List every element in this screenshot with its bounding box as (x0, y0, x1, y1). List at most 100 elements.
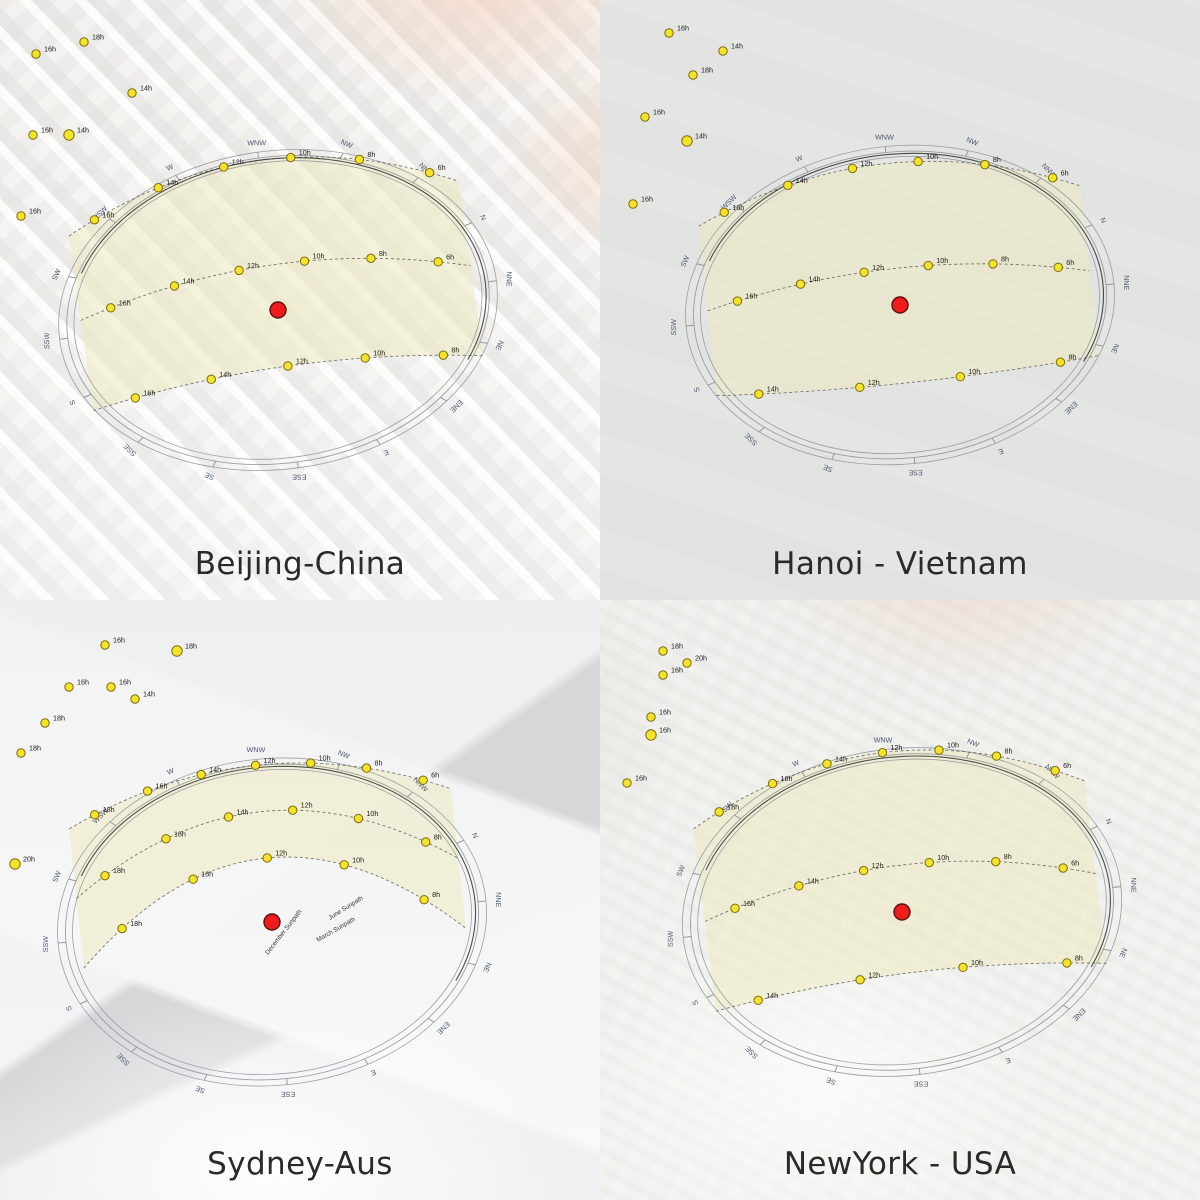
sun-position-marker[interactable] (100, 870, 110, 881)
sun-position-marker[interactable] (40, 718, 50, 728)
sun-position-marker[interactable] (16, 748, 26, 758)
sun-position-marker[interactable] (161, 834, 171, 844)
sun-position-marker[interactable] (361, 763, 372, 773)
site-location-marker[interactable] (891, 296, 909, 314)
sun-position-marker[interactable] (169, 281, 180, 291)
sun-position-marker[interactable] (262, 853, 272, 863)
sun-position-marker[interactable] (688, 70, 698, 80)
sun-position-marker[interactable] (16, 211, 26, 221)
sun-position-marker[interactable] (1058, 863, 1068, 873)
sun-position-marker[interactable] (100, 640, 110, 650)
sun-position-marker[interactable] (79, 37, 89, 47)
sun-position-marker[interactable] (106, 682, 116, 692)
sun-position-marker[interactable] (681, 135, 693, 147)
sun-position-marker[interactable] (89, 810, 100, 820)
sun-position-marker[interactable] (171, 645, 183, 657)
sun-position-marker[interactable] (1055, 357, 1066, 367)
sun-position-marker[interactable] (223, 812, 234, 822)
panel-hanoi[interactable]: N NNE NE ENE E ESE SE SSE S SSW SW WSW W WNW NW NNW 16h 1… (600, 0, 1200, 600)
sun-position-marker[interactable] (438, 350, 449, 360)
site-location-marker[interactable] (893, 903, 911, 921)
panel-beijing[interactable]: NNNENEENEEESESESSESSSWSWWSWWWNWNWNNW16h1… (0, 0, 600, 600)
sun-position-marker[interactable] (63, 129, 75, 141)
sun-position-marker[interactable] (283, 361, 293, 371)
sun-position-marker[interactable] (287, 805, 298, 815)
site-location-marker[interactable] (269, 301, 287, 319)
sun-position-marker[interactable] (1062, 958, 1072, 968)
sun-position-marker[interactable] (622, 778, 632, 788)
sun-position-marker[interactable] (31, 49, 41, 59)
sun-position-marker[interactable] (64, 682, 74, 692)
sun-position-marker[interactable] (822, 759, 832, 769)
sun-position-marker[interactable] (732, 296, 743, 306)
sun-position-marker[interactable] (719, 207, 729, 218)
site-location-marker[interactable] (263, 913, 281, 931)
sun-position-marker[interactable] (353, 813, 364, 824)
sun-position-marker[interactable] (354, 154, 365, 165)
sun-position-marker[interactable] (958, 962, 968, 973)
sun-position-marker[interactable] (366, 253, 376, 264)
sun-position-marker[interactable] (934, 745, 944, 755)
sun-position-marker[interactable] (855, 382, 865, 393)
sun-position-marker[interactable] (142, 786, 153, 796)
sun-position-marker[interactable] (658, 646, 668, 656)
sun-position-marker[interactable] (640, 112, 650, 122)
sun-position-marker[interactable] (714, 807, 724, 817)
sun-position-marker[interactable] (433, 257, 443, 267)
sun-position-marker[interactable] (658, 670, 668, 680)
sun-position-marker[interactable] (783, 180, 793, 191)
sun-position-marker[interactable] (219, 162, 229, 172)
sun-position-marker[interactable] (250, 760, 261, 770)
sun-position-marker[interactable] (767, 778, 778, 789)
sun-position-marker[interactable] (646, 712, 656, 722)
sun-position-marker[interactable] (196, 769, 206, 780)
sun-position-marker[interactable] (153, 183, 163, 193)
sun-position-marker[interactable] (28, 130, 38, 140)
sun-position-marker[interactable] (127, 88, 137, 98)
sun-position-marker[interactable] (859, 267, 869, 277)
sun-position-marker[interactable] (628, 199, 638, 209)
sun-position-marker[interactable] (923, 260, 933, 271)
sun-position-marker[interactable] (988, 259, 998, 269)
sun-position-marker[interactable] (1047, 173, 1058, 183)
sun-position-marker[interactable] (9, 858, 21, 870)
sun-position-marker[interactable] (106, 303, 116, 313)
sun-position-marker[interactable] (855, 975, 865, 985)
panel-sydney[interactable]: N NNE NE ENE E ESE SE SSE S SSW SW WSW W WNW NW NNW 18h 1… (0, 600, 600, 1200)
sun-position-marker[interactable] (286, 152, 296, 163)
panel-newyork[interactable]: NNNENEENEEESESESSESSSWSWWSWWWNWNWNNW18h1… (600, 600, 1200, 1200)
sun-position-marker[interactable] (339, 860, 349, 870)
sun-position-marker[interactable] (991, 856, 1001, 867)
sun-position-marker[interactable] (188, 874, 198, 884)
sun-position-marker[interactable] (664, 28, 674, 38)
sun-position-marker[interactable] (858, 865, 869, 876)
sun-position-marker[interactable] (421, 837, 431, 847)
sun-position-marker[interactable] (117, 923, 127, 934)
sun-position-marker[interactable] (299, 256, 310, 266)
sun-position-marker[interactable] (360, 353, 370, 363)
sun-position-marker[interactable] (419, 894, 429, 905)
sun-position-marker[interactable] (847, 163, 858, 174)
sun-position-marker[interactable] (877, 747, 888, 758)
sun-position-marker[interactable] (924, 857, 934, 868)
sun-position-marker[interactable] (991, 751, 1002, 761)
sun-position-marker[interactable] (206, 374, 216, 385)
sun-position-marker[interactable] (718, 46, 728, 56)
sun-position-marker[interactable] (424, 167, 435, 178)
sun-position-marker[interactable] (130, 694, 140, 704)
sun-position-marker[interactable] (645, 729, 657, 741)
sun-position-marker[interactable] (980, 159, 990, 170)
sun-position-marker[interactable] (955, 372, 966, 382)
sun-position-marker[interactable] (89, 215, 100, 225)
sun-position-marker[interactable] (234, 265, 244, 276)
sun-position-marker[interactable] (794, 881, 804, 891)
sun-position-marker[interactable] (753, 995, 763, 1006)
sun-position-marker[interactable] (1053, 262, 1063, 273)
sun-position-marker[interactable] (730, 903, 740, 913)
sun-position-marker[interactable] (130, 393, 141, 403)
sun-position-marker[interactable] (754, 389, 764, 399)
sun-position-marker[interactable] (682, 658, 692, 668)
sun-position-marker[interactable] (418, 775, 428, 785)
sun-position-marker[interactable] (795, 279, 806, 289)
sun-position-marker[interactable] (305, 758, 316, 768)
